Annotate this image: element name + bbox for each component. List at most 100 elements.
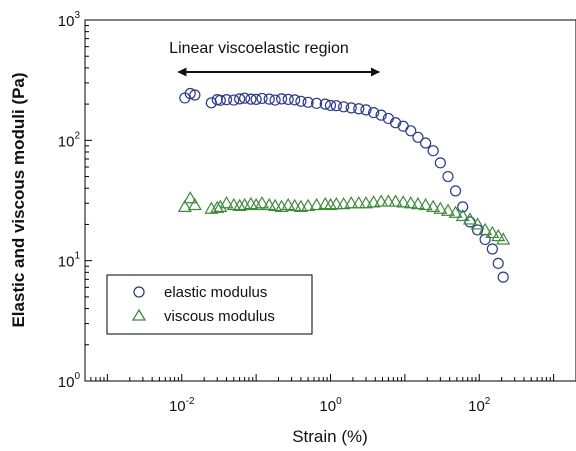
viscous-point: [366, 195, 381, 208]
annotation-label: Linear viscoelastic region: [169, 40, 349, 57]
x-tick-label: 100: [319, 396, 342, 415]
viscous-point: [440, 203, 456, 216]
legend-viscous-label: viscous modulus: [164, 308, 275, 325]
elastic-point: [389, 117, 402, 129]
elastic-point: [214, 94, 226, 106]
legend-box: [106, 274, 313, 335]
viscous-point: [281, 197, 296, 211]
viscous-point: [249, 197, 264, 211]
elastic-point: [449, 185, 462, 197]
ticks: 10-2 100 102 100 101 102 103: [58, 10, 576, 415]
elastic-point: [345, 102, 357, 114]
y-tick-label: 101: [58, 251, 81, 271]
legend-elastic-marker: [133, 286, 145, 298]
elastic-point: [353, 103, 365, 115]
y-tick-label: 103: [58, 10, 81, 30]
viscous-point: [470, 217, 485, 230]
elastic-point: [250, 93, 262, 105]
elastic-point: [405, 125, 417, 137]
viscous-point: [410, 196, 426, 210]
elastic-point: [492, 257, 504, 269]
viscous-point: [478, 222, 493, 236]
elastic-point: [324, 99, 337, 112]
viscous-point: [177, 199, 192, 212]
viscous-point: [485, 225, 500, 239]
viscous-point: [403, 196, 418, 209]
x-tick-label: 102: [468, 396, 491, 415]
viscous-point: [433, 201, 448, 214]
elastic-point: [471, 224, 484, 236]
elastic-point: [412, 131, 424, 143]
elastic-point: [442, 170, 454, 183]
elastic-point: [310, 97, 323, 109]
viscous-point: [219, 196, 234, 209]
y-tick-label: 102: [58, 130, 81, 150]
viscous-point: [396, 195, 411, 208]
legend: elastic modulus viscous modulus: [106, 274, 313, 335]
viscous-point: [462, 212, 477, 225]
elastic-point: [479, 233, 491, 246]
elastic-point: [256, 92, 268, 105]
viscous-point: [210, 200, 225, 213]
viscous-point: [329, 196, 344, 210]
elastic-point: [220, 94, 233, 106]
elastic-point: [234, 93, 246, 105]
elastic-point: [245, 93, 257, 105]
elastic-point: [486, 243, 498, 255]
elastic-point: [282, 93, 294, 105]
elastic-point: [302, 96, 314, 108]
elastic-point: [239, 92, 251, 104]
viscous-point: [374, 194, 389, 207]
viscous-point: [301, 198, 316, 212]
viscous-point: [351, 196, 366, 209]
legend-elastic-label: elastic modulus: [164, 284, 267, 301]
elastic-point: [330, 100, 342, 112]
elastic-point: [497, 271, 509, 283]
elastic-point: [360, 104, 372, 116]
elastic-point: [337, 101, 350, 113]
x-axis-label: Strain (%): [292, 427, 368, 446]
viscous-point: [336, 196, 351, 210]
elastic-point: [184, 87, 196, 100]
elastic-point: [269, 94, 281, 106]
elastic-point: [228, 94, 240, 106]
elastic-point: [427, 145, 439, 157]
viscous-point: [344, 196, 359, 209]
viscous-point: [287, 198, 302, 212]
viscous-point: [268, 198, 283, 212]
elastic-point: [275, 93, 288, 105]
elastic-point: [295, 95, 307, 107]
viscous-point: [426, 199, 441, 212]
x-tick-label: 10-2: [169, 396, 195, 415]
viscous-point: [187, 197, 202, 211]
elastic-point: [263, 93, 275, 105]
viscous-point: [388, 194, 403, 207]
elastic-point: [368, 107, 380, 119]
legend-viscous-marker: [131, 308, 147, 321]
elastic-point: [434, 157, 446, 169]
viscous-point: [381, 194, 396, 207]
viscous-point: [455, 208, 470, 222]
viscous-point: [448, 205, 463, 218]
elastic-point: [189, 89, 201, 101]
viscous-point: [496, 232, 511, 245]
viscous-point: [213, 199, 228, 212]
viscous-point: [232, 198, 247, 212]
viscous-point: [491, 228, 506, 242]
viscous-point: [183, 191, 198, 204]
viscous-point: [254, 196, 270, 209]
viscous-series: [177, 191, 511, 245]
annotation: Linear viscoelastic region: [169, 40, 380, 77]
elastic-point: [289, 94, 301, 106]
viscous-point: [309, 197, 324, 211]
viscous-point: [418, 197, 433, 211]
elastic-point: [457, 201, 469, 213]
elastic-series: [179, 87, 509, 283]
viscous-point: [358, 196, 374, 209]
y-axis-label: Elastic and viscous moduli (Pa): [9, 72, 28, 327]
elastic-point: [375, 109, 387, 121]
elastic-point: [319, 98, 331, 110]
y-tick-label: 100: [58, 371, 81, 391]
elastic-point: [420, 137, 432, 149]
